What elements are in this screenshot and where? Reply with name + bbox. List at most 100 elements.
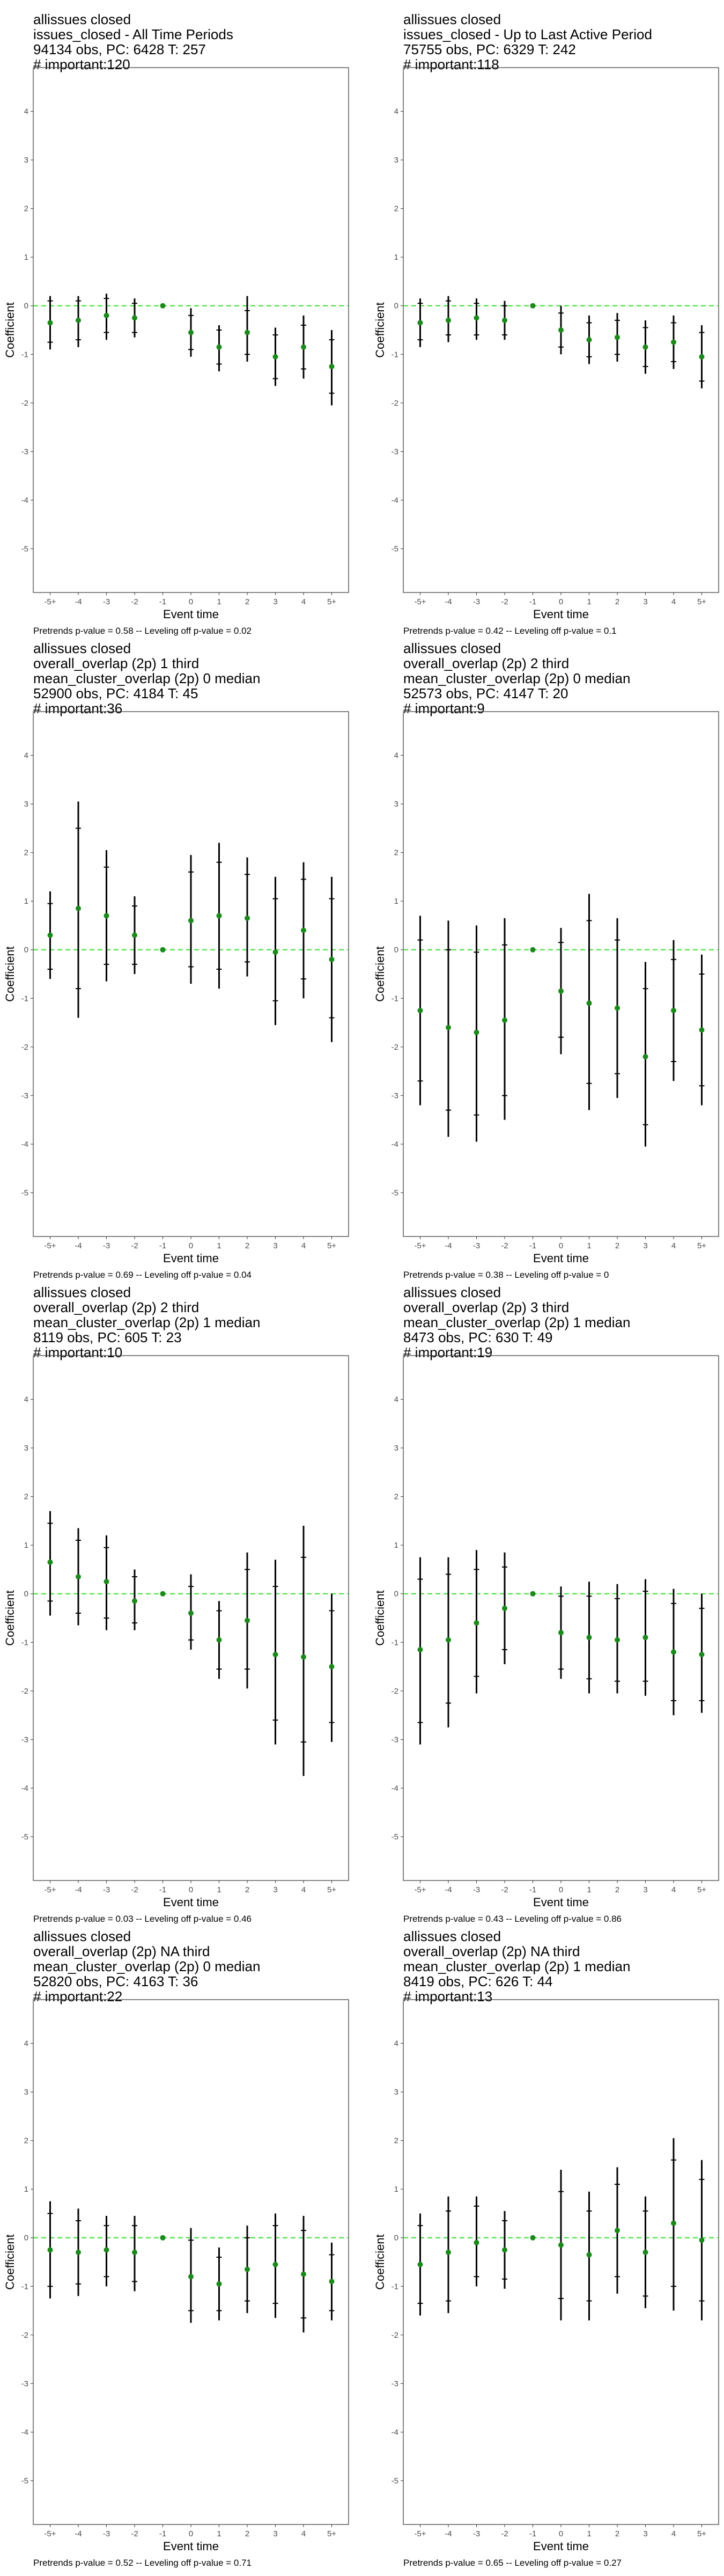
y-tick-label: 4 bbox=[24, 1395, 28, 1404]
x-tick-label: 3 bbox=[643, 2529, 647, 2538]
point-estimate bbox=[699, 2237, 705, 2243]
x-axis-label: Event time bbox=[163, 2540, 219, 2553]
panel-title-line: 52820 obs, PC: 4163 T: 36 bbox=[33, 1973, 198, 1989]
x-tick-label: -3 bbox=[103, 1241, 110, 1250]
point-estimate bbox=[272, 354, 278, 360]
x-tick-label: 4 bbox=[301, 2529, 306, 2538]
point-estimate bbox=[699, 1651, 705, 1657]
panel-title-line: allissues closed bbox=[403, 1928, 501, 1944]
coefficient-estimate bbox=[245, 2226, 250, 2314]
y-tick-label: 0 bbox=[394, 946, 398, 955]
y-tick-label: 0 bbox=[394, 1590, 398, 1599]
y-axis-label: Coefficient bbox=[373, 302, 387, 358]
x-tick-label: -1 bbox=[529, 2529, 536, 2538]
chart-area: -5 -4 -3 -2 -1 0 1 2 3 4 Coefficient -5+ -4 -3 -2 -1 0 1 2… bbox=[373, 1999, 719, 2553]
coefficient-estimate bbox=[329, 876, 335, 1042]
y-tick-label: 3 bbox=[394, 2088, 398, 2097]
coefficient-estimate bbox=[671, 315, 676, 369]
coefficient-estimate bbox=[272, 2213, 278, 2318]
point-estimate bbox=[586, 1000, 592, 1006]
coefficient-estimate bbox=[699, 2160, 705, 2321]
coefficient-estimate bbox=[615, 1584, 620, 1694]
point-estimate bbox=[474, 315, 479, 321]
coefficient-estimate bbox=[530, 303, 536, 309]
point-estimate bbox=[671, 2220, 676, 2226]
point-estimate bbox=[76, 905, 81, 911]
y-tick-label: 3 bbox=[24, 2088, 28, 2097]
point-estimate bbox=[245, 2266, 250, 2272]
panel-title-line: overall_overlap (2p) 2 third bbox=[403, 655, 570, 671]
x-tick-label: 3 bbox=[643, 1241, 647, 1250]
coefficient-estimate bbox=[160, 303, 166, 309]
x-tick-label: 4 bbox=[671, 1241, 676, 1250]
y-tick-label: 4 bbox=[24, 107, 28, 116]
x-tick-label: -4 bbox=[75, 597, 82, 606]
y-tick-label: -3 bbox=[391, 447, 398, 456]
point-estimate bbox=[104, 1579, 109, 1585]
coefficient-estimate bbox=[474, 1550, 479, 1694]
y-tick-label: -4 bbox=[391, 1784, 398, 1793]
point-estimate bbox=[301, 1654, 306, 1660]
x-tick-label: 4 bbox=[301, 1241, 306, 1250]
point-estimate bbox=[132, 1598, 137, 1604]
point-estimate bbox=[586, 1635, 592, 1641]
y-tick-label: 4 bbox=[24, 751, 28, 760]
y-tick-label: -4 bbox=[21, 496, 28, 505]
y-tick-label: -1 bbox=[21, 350, 28, 359]
point-estimate bbox=[132, 315, 137, 321]
point-estimate bbox=[245, 1618, 250, 1623]
coefficient-estimate bbox=[47, 296, 53, 350]
coefficient-estimate bbox=[417, 2213, 423, 2316]
x-tick-label: 0 bbox=[559, 1241, 563, 1250]
y-tick-label: -2 bbox=[391, 1043, 398, 1052]
point-estimate bbox=[446, 2249, 451, 2255]
coefficient-estimate bbox=[329, 330, 335, 406]
pvalue-footnote: Pretrends p-value = 0.52 -- Leveling off… bbox=[33, 2558, 252, 2568]
y-tick-label: -3 bbox=[21, 1735, 28, 1744]
x-tick-label: -3 bbox=[473, 2529, 480, 2538]
coefficient-estimate bbox=[446, 2196, 451, 2314]
panel-title-line: allissues closed bbox=[403, 1284, 501, 1300]
point-estimate bbox=[301, 344, 306, 350]
coefficient-estimate bbox=[216, 2247, 222, 2321]
x-tick-label: 4 bbox=[301, 597, 306, 606]
x-tick-label: 4 bbox=[671, 597, 676, 606]
x-tick-label: -2 bbox=[501, 1885, 508, 1894]
coefficient-estimate bbox=[245, 1552, 250, 1689]
coefficient-estimate bbox=[188, 1574, 194, 1650]
x-tick-label: 0 bbox=[559, 597, 563, 606]
point-estimate bbox=[446, 317, 451, 323]
x-tick-label: 1 bbox=[217, 1241, 221, 1250]
y-tick-label: -3 bbox=[21, 447, 28, 456]
x-tick-label: 0 bbox=[559, 2529, 563, 2538]
point-estimate bbox=[446, 1637, 451, 1643]
x-axis-label: Event time bbox=[533, 1896, 589, 1909]
x-tick-label: -1 bbox=[529, 1241, 536, 1250]
panel-title-line: # important:120 bbox=[33, 56, 130, 72]
coefficient-estimate bbox=[446, 296, 451, 342]
point-estimate bbox=[160, 303, 166, 309]
x-tick-label: 4 bbox=[671, 1885, 676, 1894]
y-tick-label: -1 bbox=[21, 2282, 28, 2291]
coefficient-estimate bbox=[104, 1535, 109, 1630]
y-tick-label: 3 bbox=[24, 156, 28, 165]
x-tick-label: -4 bbox=[445, 1241, 452, 1250]
coefficient-estimate bbox=[188, 2228, 194, 2323]
coefficient-estimate bbox=[329, 2242, 335, 2321]
point-estimate bbox=[216, 344, 222, 350]
y-tick-label: 1 bbox=[24, 1541, 28, 1550]
coefficient-estimate bbox=[104, 294, 109, 340]
panel-title-line: 8419 obs, PC: 626 T: 44 bbox=[403, 1973, 553, 1989]
x-tick-label: 1 bbox=[217, 597, 221, 606]
panel-title-line: mean_cluster_overlap (2p) 0 median bbox=[33, 670, 261, 686]
point-estimate bbox=[76, 2249, 81, 2255]
coefficient-estimate bbox=[132, 896, 137, 974]
point-estimate bbox=[474, 1029, 479, 1035]
y-tick-label: 2 bbox=[24, 848, 28, 858]
x-tick-label: -5+ bbox=[44, 2529, 56, 2538]
point-estimate bbox=[301, 927, 306, 933]
panel-title-line: 94134 obs, PC: 6428 T: 257 bbox=[33, 41, 206, 57]
x-tick-label: 0 bbox=[189, 1885, 193, 1894]
x-tick-label: 5+ bbox=[697, 1885, 706, 1894]
y-axis-label: Coefficient bbox=[373, 946, 387, 1002]
